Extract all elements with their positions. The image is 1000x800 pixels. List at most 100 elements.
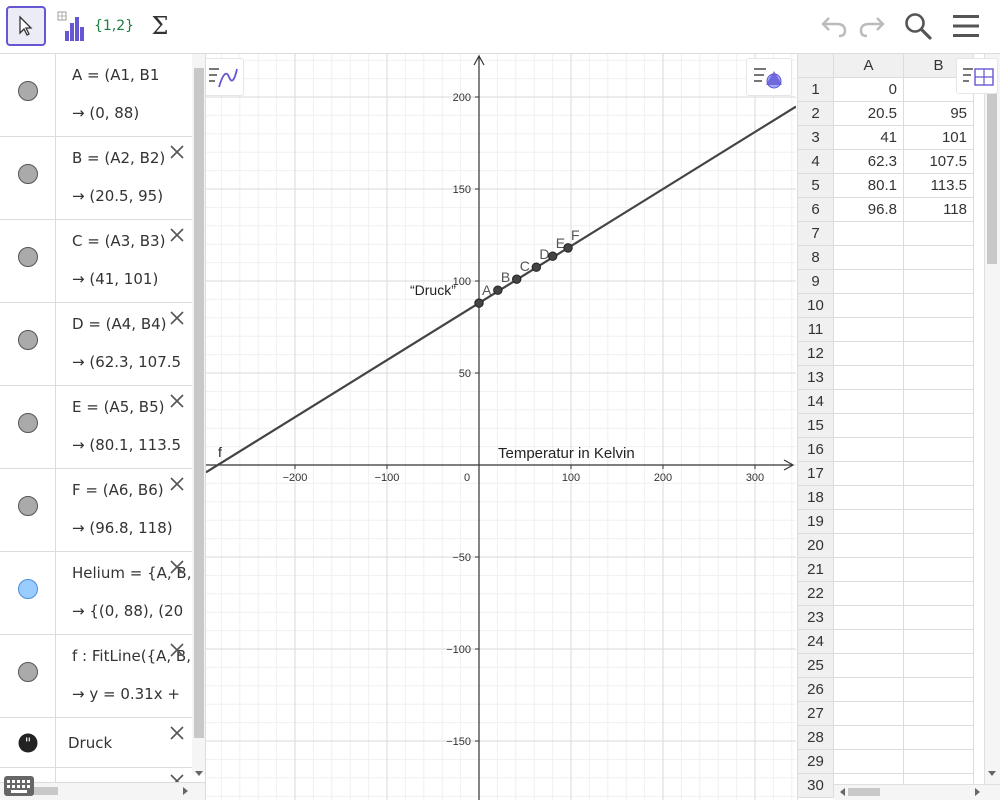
point-A[interactable] [474, 298, 484, 308]
spreadsheet-cell[interactable] [904, 438, 974, 462]
visibility-marble[interactable] [18, 247, 38, 267]
algebra-item[interactable]: C = (A3, B3) → (41, 101) [0, 220, 192, 303]
row-header[interactable]: 15 [798, 414, 834, 438]
algebra-definition[interactable]: E = (A5, B5) [72, 398, 165, 416]
spreadsheet-cell[interactable] [834, 606, 904, 630]
druck-text[interactable]: “Druck” [410, 282, 456, 298]
close-icon[interactable] [168, 143, 186, 161]
spreadsheet-cell[interactable] [904, 270, 974, 294]
spreadsheet-cell[interactable] [834, 222, 904, 246]
spreadsheet-cell[interactable] [904, 246, 974, 270]
spreadsheet-cell[interactable]: 101 [904, 126, 974, 150]
spreadsheet-cell[interactable] [834, 318, 904, 342]
algebra-text-item[interactable]: " Druck [0, 718, 192, 768]
algebra-scrollbar-thumb[interactable] [194, 68, 204, 738]
row-header[interactable]: 2 [798, 102, 834, 126]
column-header-A[interactable]: A [834, 54, 904, 78]
spreadsheet-cell[interactable] [904, 606, 974, 630]
spreadsheet-cell[interactable] [834, 390, 904, 414]
algebra-item[interactable]: A = (A1, B1 → (0, 88) [0, 54, 192, 137]
algebra-item[interactable]: D = (A4, B4) → (62.3, 107.5 [0, 303, 192, 386]
spreadsheet-cell[interactable] [834, 486, 904, 510]
close-icon[interactable] [168, 475, 186, 493]
row-header[interactable]: 5 [798, 174, 834, 198]
row-header[interactable]: 1 [798, 78, 834, 102]
row-header[interactable]: 12 [798, 342, 834, 366]
spreadsheet-cell[interactable]: 41 [834, 126, 904, 150]
spreadsheet-cell[interactable] [834, 462, 904, 486]
spreadsheet-cell[interactable] [834, 678, 904, 702]
graph-canvas[interactable]: −200 −100 0 100 200 300 −150 −100 −50 50 100 150 200… [206, 54, 796, 800]
point-E[interactable] [547, 251, 558, 261]
keyboard-icon[interactable] [4, 776, 34, 796]
point-B[interactable] [493, 285, 503, 295]
spreadsheet-cell[interactable] [904, 462, 974, 486]
row-header[interactable]: 8 [798, 246, 834, 270]
row-header[interactable]: 26 [798, 678, 834, 702]
spreadsheet-cell[interactable] [834, 342, 904, 366]
row-header[interactable]: 6 [798, 198, 834, 222]
algebra-horizontal-scrollbar-thumb[interactable] [30, 787, 58, 795]
spreadsheet-cell[interactable] [834, 510, 904, 534]
point-D[interactable] [531, 262, 542, 272]
row-header[interactable]: 24 [798, 630, 834, 654]
algebra-item[interactable]: f : FitLine({A, B, → y = 0.31x + [0, 635, 192, 718]
algebra-definition[interactable]: D = (A4, B4) [72, 315, 167, 333]
spreadsheet-cell[interactable] [834, 366, 904, 390]
spreadsheet-cell[interactable] [834, 726, 904, 750]
algebra-item[interactable]: Helium = {A, B, → {(0, 88), (20 [0, 552, 192, 635]
spreadsheet-style-bar-button[interactable] [956, 58, 998, 94]
close-icon[interactable] [168, 724, 186, 742]
row-header[interactable]: 30 [798, 774, 834, 798]
spreadsheet-cell[interactable] [904, 534, 974, 558]
spreadsheet-cell[interactable]: 96.8 [834, 198, 904, 222]
spreadsheet-cell[interactable]: 80.1 [834, 174, 904, 198]
spreadsheet-cell[interactable] [834, 294, 904, 318]
spreadsheet-vertical-scrollbar-thumb[interactable] [987, 84, 997, 264]
row-header[interactable]: 20 [798, 534, 834, 558]
scroll-down-icon[interactable] [987, 770, 997, 778]
algebra-definition[interactable]: C = (A3, B3) [72, 232, 166, 250]
spreadsheet-cell[interactable] [834, 534, 904, 558]
row-header[interactable]: 3 [798, 126, 834, 150]
row-header[interactable]: 4 [798, 150, 834, 174]
sum-tool-button[interactable]: Σ [140, 6, 180, 46]
spreadsheet-cell[interactable] [904, 558, 974, 582]
spreadsheet-cell[interactable]: 107.5 [904, 150, 974, 174]
redo-button[interactable] [854, 8, 890, 44]
row-header[interactable]: 10 [798, 294, 834, 318]
spreadsheet-view[interactable]: AB108220.595341101462.3107.5580.1113.569… [797, 54, 1000, 800]
spreadsheet-cell[interactable] [904, 654, 974, 678]
spreadsheet-cell[interactable]: 62.3 [834, 150, 904, 174]
close-icon[interactable] [168, 309, 186, 327]
function-f-label[interactable]: f [218, 444, 222, 460]
algebra-definition[interactable]: f : FitLine({A, B, [72, 647, 191, 665]
spreadsheet-cell[interactable] [834, 558, 904, 582]
visibility-marble[interactable] [18, 496, 38, 516]
row-header[interactable]: 27 [798, 702, 834, 726]
spreadsheet-cell[interactable]: 113.5 [904, 174, 974, 198]
close-icon[interactable] [168, 392, 186, 410]
algebra-definition[interactable]: B = (A2, B2) [72, 149, 166, 167]
row-header[interactable]: 18 [798, 486, 834, 510]
move-tool-button[interactable] [6, 6, 46, 46]
spreadsheet-cell[interactable] [834, 630, 904, 654]
close-icon[interactable] [168, 641, 186, 659]
algebra-definition[interactable]: A = (A1, B1 [72, 66, 160, 84]
list-tool-button[interactable]: {1,2} [94, 6, 134, 46]
row-header[interactable]: 16 [798, 438, 834, 462]
graph-tool-button[interactable] [52, 6, 92, 46]
algebra-item[interactable]: B = (A2, B2) → (20.5, 95) [0, 137, 192, 220]
spreadsheet-cell[interactable] [904, 222, 974, 246]
point-F[interactable] [563, 243, 573, 253]
spreadsheet-cell[interactable] [904, 750, 974, 774]
row-header[interactable]: 17 [798, 462, 834, 486]
spreadsheet-cell[interactable] [904, 678, 974, 702]
spreadsheet-cell[interactable] [834, 702, 904, 726]
spreadsheet-cell[interactable] [904, 318, 974, 342]
spreadsheet-cell[interactable] [834, 414, 904, 438]
spreadsheet-cell[interactable] [904, 582, 974, 606]
row-header[interactable]: 11 [798, 318, 834, 342]
spreadsheet-cell[interactable] [904, 726, 974, 750]
row-header[interactable]: 7 [798, 222, 834, 246]
